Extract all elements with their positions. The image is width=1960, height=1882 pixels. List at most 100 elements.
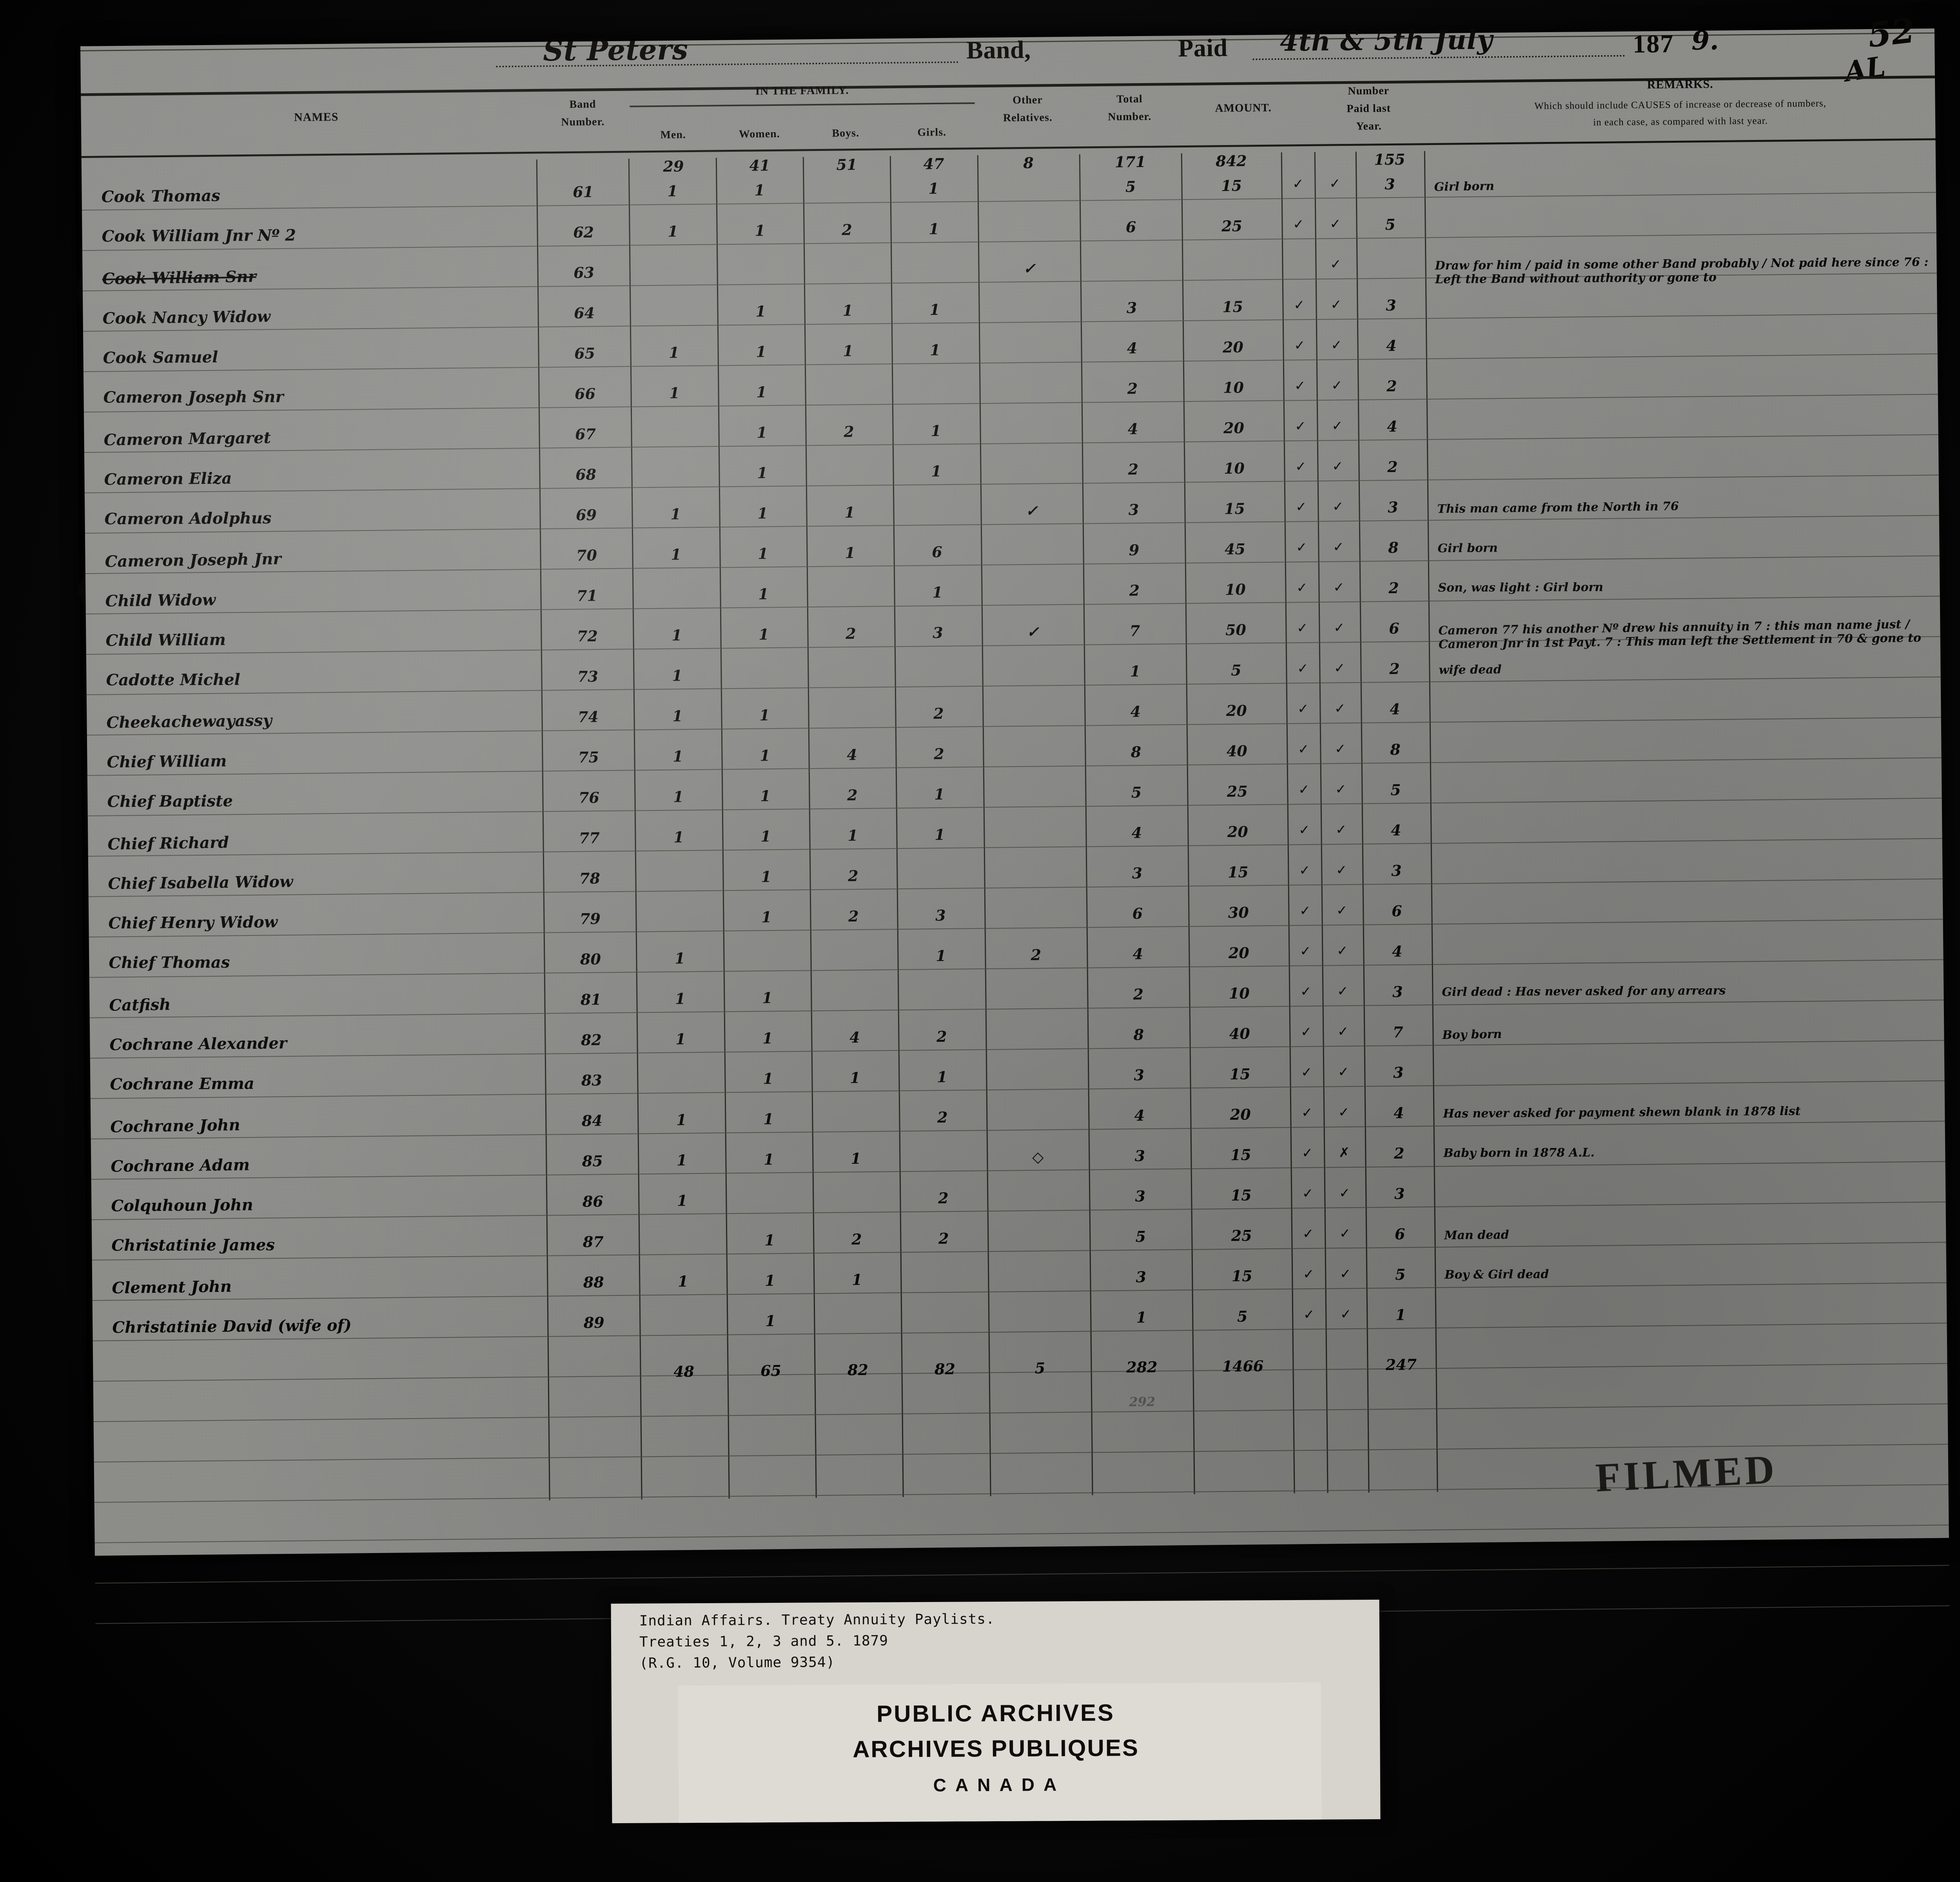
cell-name: Cochrane Alexander (109, 1034, 287, 1054)
cell-tick-a: ✓ (1295, 418, 1306, 434)
cell-amount: 15 (1231, 1267, 1252, 1285)
cell-total: 2 (1133, 985, 1144, 1003)
cell-girls: 1 (928, 179, 939, 198)
cell-girls: 2 (937, 1108, 948, 1126)
cell-tick-b: ✓ (1334, 741, 1346, 757)
column-header-band-number-line2: Number. (561, 116, 605, 129)
cell-name: Cameron Adolphus (104, 509, 272, 529)
cell-girls: 1 (930, 341, 940, 359)
cell-tick-b: ✓ (1330, 256, 1341, 272)
cell-band: 71 (576, 587, 598, 605)
cell-girls: 2 (936, 1027, 947, 1046)
cell-boys: 2 (847, 786, 858, 804)
cell-women: 1 (754, 181, 765, 199)
cell-paid-last: 2 (1386, 377, 1397, 395)
cell-name: Chief Baptiste (107, 792, 233, 811)
cell-name: Cameron Joseph Snr (103, 387, 284, 407)
cell-paid-last: 4 (1392, 942, 1403, 961)
cell-women: 1 (755, 302, 766, 320)
column-header-remarks-sub2: in each case, as compared with last year… (1593, 115, 1768, 128)
cell-women: 1 (760, 787, 771, 805)
cell-remarks: Girl dead : Has never asked for any arre… (1442, 984, 1726, 999)
cell-band: 88 (583, 1273, 604, 1291)
cell-tick-b: ✓ (1332, 418, 1343, 434)
cell-girls: 2 (933, 745, 944, 763)
cell-total: 3 (1134, 1066, 1145, 1084)
cell-band: 81 (580, 990, 602, 1008)
cell-band: 67 (575, 425, 596, 443)
archival-label-canada: C A N A D A (933, 1774, 1059, 1795)
cell-remarks: This man came from the North in 76 (1437, 499, 1679, 516)
cell-name: Cochrane Emma (110, 1074, 255, 1094)
cell-amount: 10 (1225, 580, 1246, 599)
cell-tick-b: ✓ (1331, 378, 1343, 394)
cell-boys: 2 (848, 867, 858, 885)
cell-name: Chief Henry Widow (108, 913, 278, 933)
carried-forward-amount: 842 (1216, 152, 1247, 170)
cell-amount: 15 (1227, 863, 1249, 881)
totals-girls: 82 (934, 1360, 956, 1378)
cell-tick-b: ✓ (1334, 701, 1346, 717)
cell-girls: 2 (938, 1229, 949, 1248)
cell-band: 79 (579, 910, 601, 928)
cell-remarks: Girl born (1437, 541, 1498, 556)
cell-men: 1 (676, 1151, 687, 1169)
cell-tick-b: ✓ (1330, 216, 1341, 232)
cell-tick-a: ✓ (1293, 216, 1304, 233)
cell-other: ✓ (1025, 501, 1038, 520)
cell-amount: 20 (1223, 419, 1244, 437)
cell-tick-a: ✓ (1303, 1266, 1314, 1283)
cell-tick-b: ✓ (1339, 1226, 1351, 1242)
cell-men: 1 (669, 384, 680, 402)
cell-tick-a: ✓ (1298, 822, 1310, 838)
cell-paid-last: 4 (1387, 417, 1397, 436)
cell-amount: 15 (1230, 1186, 1252, 1204)
cell-men: 1 (671, 626, 682, 644)
cell-band: 74 (577, 708, 599, 726)
totals-faint-annotation: 292 (1129, 1394, 1156, 1410)
carried-forward-boys: 51 (836, 155, 857, 174)
archival-label-archives-publiques: ARCHIVES PUBLIQUES (852, 1735, 1140, 1762)
cell-men: 1 (672, 707, 683, 725)
cell-amount: 15 (1230, 1146, 1252, 1164)
cell-men: 1 (674, 949, 685, 967)
cell-band: 76 (578, 788, 600, 807)
column-header-total-line1: Total (1116, 93, 1143, 105)
cell-name: Clement John (112, 1277, 232, 1297)
column-header-amount: AMOUNT. (1215, 101, 1272, 115)
cell-band: 75 (578, 748, 599, 766)
cell-amount: 25 (1227, 782, 1248, 801)
cell-other: ✓ (1023, 259, 1036, 277)
cell-men: 1 (675, 1030, 686, 1048)
cell-tick-a: ✓ (1296, 620, 1308, 636)
column-header-paid-last-line1: Number (1348, 84, 1390, 97)
cell-tick-b: ✓ (1336, 862, 1347, 878)
carried-forward-girls: 47 (923, 154, 944, 173)
cell-paid-last: 4 (1389, 700, 1400, 718)
cell-remarks: Girl born (1434, 179, 1495, 194)
cell-total: 2 (1129, 581, 1140, 599)
cell-tick-b: ✓ (1329, 176, 1341, 192)
cell-tick-b: ✓ (1338, 1064, 1349, 1080)
cell-total: 4 (1134, 1106, 1145, 1124)
cell-tick-b: ✓ (1336, 903, 1348, 919)
totals-boys: 82 (847, 1361, 869, 1379)
cell-band: 72 (577, 627, 598, 645)
cell-boys: 1 (844, 544, 856, 562)
cell-remarks: Son, was light : Girl born (1438, 580, 1604, 595)
column-header-men: Men. (660, 129, 686, 141)
cell-name: Cameron Margaret (103, 428, 271, 449)
column-header-women: Women. (739, 127, 780, 140)
blank-row-rule (94, 1524, 1949, 1543)
cell-total: 3 (1128, 501, 1139, 519)
cell-men: 1 (671, 667, 683, 685)
cell-boys: 1 (844, 503, 855, 521)
cell-girls: 2 (933, 704, 944, 723)
cell-paid-last: 6 (1389, 619, 1399, 637)
column-header-girls: Girls. (917, 126, 947, 139)
band-label: Band, (966, 35, 1031, 64)
cell-tick-b: ✓ (1336, 943, 1348, 959)
column-header-paid-last-line2: Paid last (1347, 102, 1391, 115)
cell-tick-a: ✓ (1301, 1064, 1312, 1081)
cell-name: Chief Richard (107, 833, 229, 854)
